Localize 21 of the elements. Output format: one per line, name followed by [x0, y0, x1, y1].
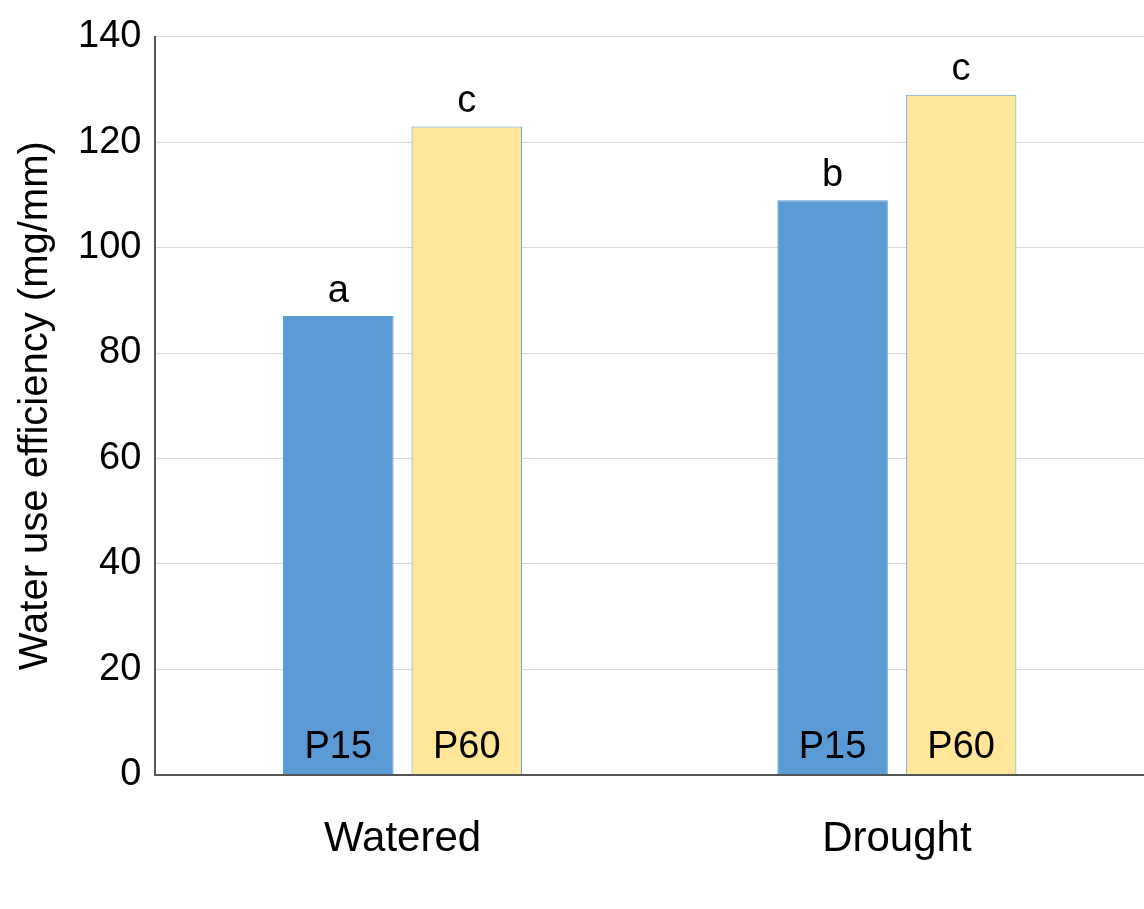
data-label: c	[457, 77, 477, 120]
data-label: c	[951, 46, 971, 89]
y-tick-label: 120	[78, 118, 142, 161]
text: P60	[927, 723, 995, 766]
data-label: b	[822, 151, 844, 194]
y-axis-title: Water use efficiency (mg/mm)	[11, 141, 56, 671]
y-tick-label: 20	[99, 645, 142, 688]
y-tick-label: 80	[99, 329, 142, 372]
y-tick-label: 100	[78, 224, 142, 267]
y-tick-label: 40	[99, 540, 142, 583]
x-tick-label: Watered	[323, 813, 482, 861]
bar	[777, 200, 888, 775]
y-tick-label: 0	[120, 751, 142, 794]
series-label: P60	[433, 723, 501, 766]
bar	[283, 316, 394, 775]
text: P15	[798, 723, 867, 766]
y-tick-label: 140	[78, 13, 142, 56]
data-label: a	[327, 267, 350, 310]
y-tick-label: 60	[99, 434, 142, 477]
series-label: P15	[304, 723, 373, 766]
x-tick-label: Drought	[822, 813, 972, 861]
